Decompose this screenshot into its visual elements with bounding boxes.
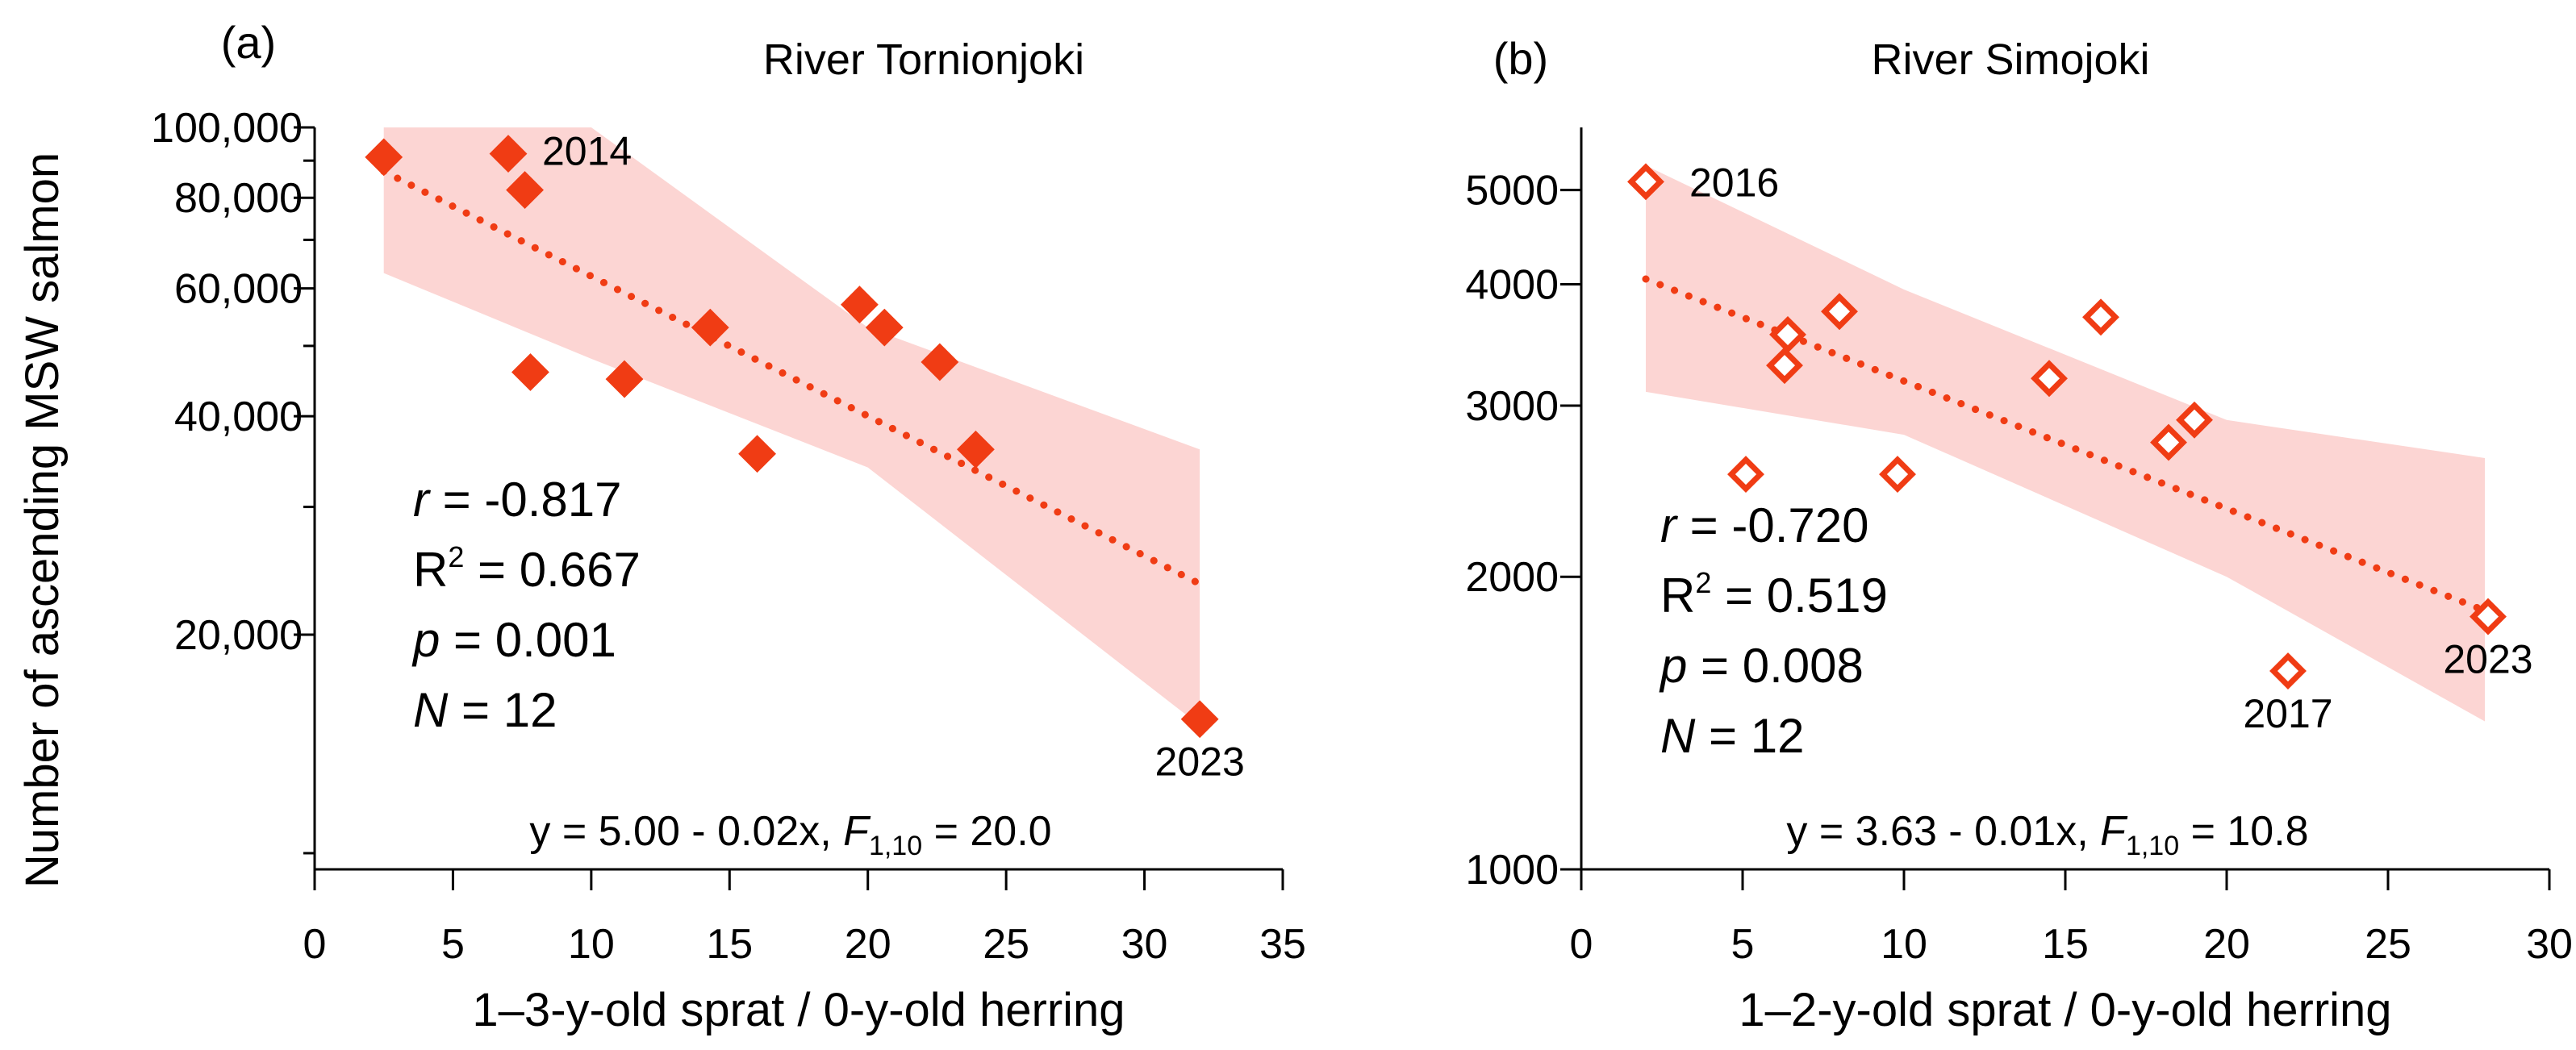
x-axis-title: 1–3-y-old sprat / 0-y-old herring <box>472 984 1125 1036</box>
point-year-label: 2017 <box>2243 691 2332 736</box>
x-tick-label: 20 <box>2203 921 2250 968</box>
data-point <box>2176 401 2213 439</box>
x-tick-label: 5 <box>1731 921 1755 968</box>
stat-p: p = 0.008 <box>1659 639 1864 693</box>
data-point <box>605 360 644 398</box>
stat-n: N = 12 <box>413 683 557 737</box>
regression-line <box>380 167 1204 588</box>
data-point <box>1727 456 1764 494</box>
stat-r-squared: R2 = 0.519 <box>1660 566 1888 623</box>
data-point <box>2031 360 2068 398</box>
point-year-label: 2014 <box>542 129 632 174</box>
data-point <box>957 430 995 469</box>
y-tick-label: 1000 <box>1465 847 1559 894</box>
data-point <box>506 171 544 209</box>
x-tick-label: 0 <box>303 921 327 968</box>
y-tick-label: 3000 <box>1465 383 1559 430</box>
data-point <box>841 285 879 324</box>
x-tick-label: 10 <box>568 921 615 968</box>
y-tick-label: 60,000 <box>174 266 303 313</box>
data-point <box>1180 700 1219 739</box>
panel-title: River Simojoki <box>1871 35 2149 84</box>
stat-r: r = -0.817 <box>413 473 622 527</box>
stat-n: N = 12 <box>1660 709 1804 763</box>
stat-p: p = 0.001 <box>411 613 616 667</box>
x-tick-label: 10 <box>1881 921 1927 968</box>
y-tick-label: 4000 <box>1465 261 1559 308</box>
data-point <box>1766 347 1803 385</box>
point-year-label: 2016 <box>1689 160 1779 205</box>
data-point <box>738 435 776 473</box>
data-point <box>1879 456 1916 494</box>
data-point <box>365 138 403 177</box>
data-point <box>865 308 904 347</box>
regression-equation: y = 3.63 - 0.01x, F1,10 = 10.8 <box>1786 808 2308 861</box>
data-point <box>1627 163 1664 201</box>
x-tick-label: 0 <box>1570 921 1593 968</box>
y-tick-label: 20,000 <box>174 612 303 659</box>
x-tick-label: 20 <box>845 921 891 968</box>
data-point <box>2150 423 2187 461</box>
x-tick-label: 25 <box>983 921 1029 968</box>
x-tick-label: 30 <box>1121 921 1168 968</box>
confidence-band <box>1646 165 2485 722</box>
panel-tornionjoki: 0 5 10 15 20 25 30 35 20,000 40,000 60,000 80,000 10… <box>151 17 1306 1036</box>
data-point <box>489 135 528 173</box>
x-tick-label: 35 <box>1259 921 1306 968</box>
x-tick-label: 25 <box>2365 921 2411 968</box>
data-point <box>1769 315 1806 353</box>
panel-simojoki: 0 5 10 15 20 25 30 1000 2000 3000 4000 5000 1–2-y-ol… <box>1465 33 2573 1036</box>
point-year-label: 2023 <box>2443 637 2532 682</box>
x-tick-label: 15 <box>2042 921 2089 968</box>
y-tick-label: 100,000 <box>151 105 303 152</box>
y-tick-label: 80,000 <box>174 175 303 222</box>
stat-r: r = -0.720 <box>1660 498 1869 552</box>
regression-equation: y = 5.00 - 0.02x, F1,10 = 20.0 <box>529 808 1051 861</box>
data-point <box>2082 298 2119 336</box>
y-axis-title: Number of ascending MSW salmon <box>16 152 69 888</box>
x-axis-title: 1–2-y-old sprat / 0-y-old herring <box>1739 984 2391 1036</box>
x-tick-label: 15 <box>706 921 753 968</box>
data-point <box>2269 652 2307 690</box>
y-tick-label: 40,000 <box>174 394 303 440</box>
data-point <box>921 343 959 381</box>
data-point <box>691 308 729 347</box>
y-tick-label: 2000 <box>1465 554 1559 601</box>
data-point <box>2470 598 2507 635</box>
data-point <box>1821 293 1858 331</box>
x-tick-label: 30 <box>2526 921 2573 968</box>
panel-letter: (b) <box>1493 33 1548 84</box>
point-year-label: 2023 <box>1155 740 1245 785</box>
panel-title: River Tornionjoki <box>763 35 1084 84</box>
data-point <box>511 353 549 391</box>
panel-letter: (a) <box>221 17 276 68</box>
y-tick-label: 5000 <box>1465 168 1559 215</box>
x-tick-label: 5 <box>441 921 465 968</box>
stat-r-squared: R2 = 0.667 <box>413 540 641 597</box>
